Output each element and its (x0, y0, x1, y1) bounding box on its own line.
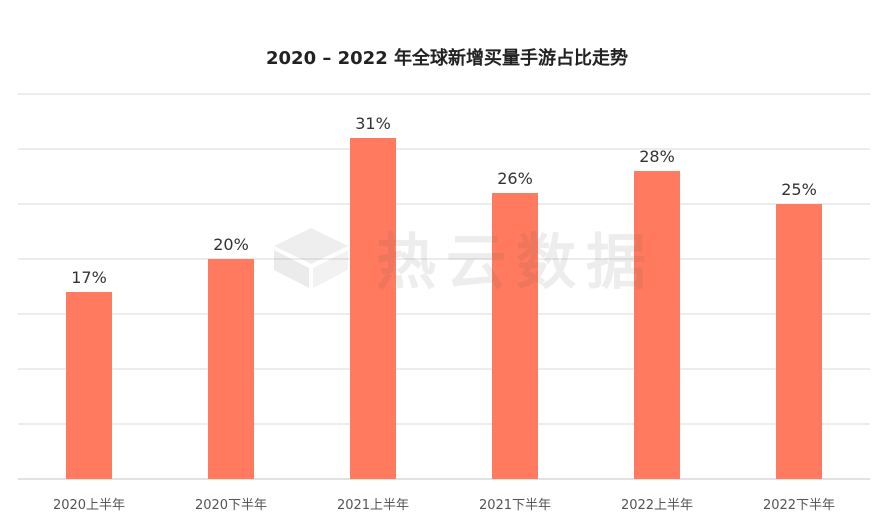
data-label: 31% (355, 114, 391, 133)
x-tick-label: 2021下半年 (479, 498, 551, 513)
data-label: 17% (71, 268, 107, 287)
data-label: 26% (497, 169, 533, 188)
bar (492, 193, 538, 479)
data-label: 25% (781, 180, 817, 199)
x-tick-label: 2022下半年 (763, 498, 835, 513)
bar (66, 292, 112, 479)
x-tick-label: 2022上半年 (621, 498, 693, 513)
x-tick-label: 2020上半年 (53, 498, 125, 513)
bar (350, 138, 396, 479)
data-label: 20% (213, 235, 249, 254)
chart-title: 2020 – 2022 年全球新增买量手游占比走势 (266, 48, 628, 69)
x-tick-label: 2020下半年 (195, 498, 267, 513)
bar (208, 259, 254, 479)
data-label: 28% (639, 147, 675, 166)
x-tick-label: 2021上半年 (337, 498, 409, 513)
bar (776, 204, 822, 479)
bar (634, 171, 680, 479)
